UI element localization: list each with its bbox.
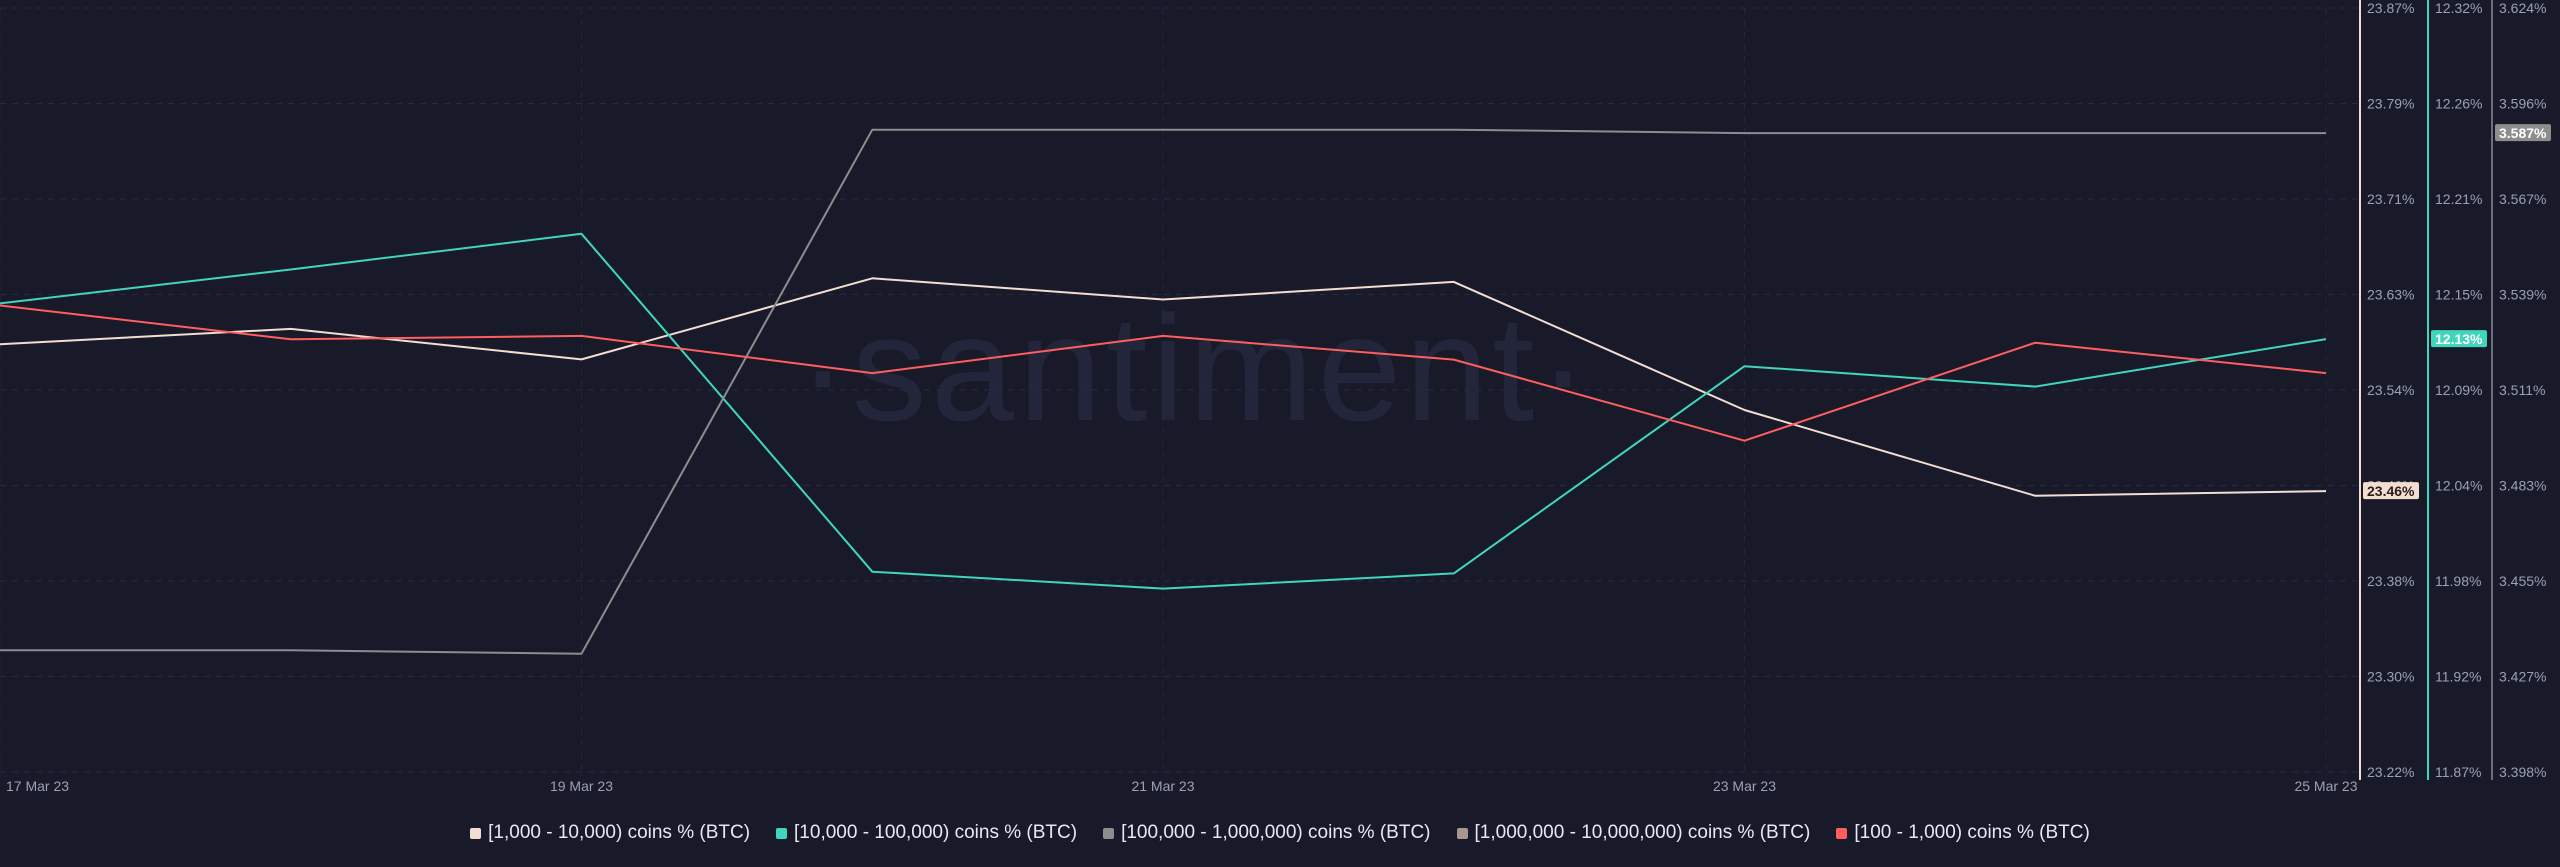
value-badge-a3 xyxy=(2495,124,2551,142)
y-tick-label-a3: 3.624% xyxy=(2499,0,2546,16)
value-badge-label-a1: 23.46% xyxy=(2367,483,2415,499)
legend-swatch xyxy=(470,827,482,839)
value-badge-label-a3: 3.587% xyxy=(2499,125,2547,141)
y-tick-label-a3: 3.483% xyxy=(2499,478,2546,494)
legend-swatch xyxy=(1103,827,1115,839)
y-tick-label-a2: 11.98% xyxy=(2435,573,2481,589)
legend-swatch xyxy=(1836,827,1848,839)
y-tick-label-a1: 23.30% xyxy=(2367,669,2414,685)
y-tick-label-a2: 12.09% xyxy=(2435,382,2482,398)
y-tick-label-a2: 12.15% xyxy=(2435,287,2482,303)
y-axes: 23.87% 23.79% 23.71% 23.63% 23.54% 23.46% 23.3… xyxy=(2359,0,2551,780)
y-tick-label-a2: 11.92% xyxy=(2435,669,2481,685)
watermark: ·santiment· xyxy=(798,284,1592,452)
legend-item-1000-10000[interactable]: [1,000 - 10,000) coins % (BTC) xyxy=(470,822,750,844)
legend-swatch xyxy=(776,827,788,839)
legend-label: [1,000 - 10,000) coins % (BTC) xyxy=(488,822,751,843)
x-axis: 17 Mar 23 19 Mar 23 21 Mar 23 23 Mar 23 25 M… xyxy=(6,778,2358,794)
value-badge-a2 xyxy=(2431,330,2487,348)
series-line-1 xyxy=(0,232,2327,590)
x-tick-label: 19 Mar 23 xyxy=(550,778,613,794)
legend-label: [10,000 - 100,000) coins % (BTC) xyxy=(794,822,1078,843)
y-tick-label-a3: 3.539% xyxy=(2499,287,2546,303)
legend: [1,000 - 10,000) coins % (BTC) [10,000 -… xyxy=(0,820,2560,846)
grid xyxy=(0,7,2360,773)
series-line-2 xyxy=(0,128,2326,655)
x-tick-label: 23 Mar 23 xyxy=(1713,778,1776,794)
y-tick-label-a1: 23.54% xyxy=(2367,382,2414,398)
legend-item-100000-1000000[interactable]: [100,000 - 1,000,000) coins % (BTC) xyxy=(1103,822,1431,844)
y-tick-label-a2: 12.32% xyxy=(2435,0,2482,16)
y-tick-label-a2: 12.04% xyxy=(2435,478,2482,494)
y-tick-label-a3: 3.398% xyxy=(2499,764,2546,780)
legend-label: [100,000 - 1,000,000) coins % (BTC) xyxy=(1121,822,1431,843)
y-tick-label-a3: 3.455% xyxy=(2499,573,2546,589)
y-tick-label-a1: 23.87% xyxy=(2367,0,2414,16)
legend-label: [1,000,000 - 10,000,000) coins % (BTC) xyxy=(1474,822,1811,843)
x-tick-label: 17 Mar 23 xyxy=(6,778,69,794)
y-tick-label-a3: 3.427% xyxy=(2499,669,2546,685)
legend-item-100-1000[interactable]: [100 - 1,000) coins % (BTC) xyxy=(1836,822,2090,844)
series-line-3 xyxy=(0,304,2327,442)
legend-swatch xyxy=(1456,827,1468,839)
y-tick-label-a2: 11.87% xyxy=(2435,764,2481,780)
y-tick-label-a2: 12.21% xyxy=(2435,191,2482,207)
y-tick-label-a3: 3.596% xyxy=(2499,96,2546,112)
legend-item-1000000-10000000[interactable]: [1,000,000 - 10,000,000) coins % (BTC) xyxy=(1456,822,1811,844)
y-tick-label-a3: 3.511% xyxy=(2499,382,2545,398)
value-badge-label-a2: 12.13% xyxy=(2435,331,2483,347)
x-tick-label: 21 Mar 23 xyxy=(1131,778,1194,794)
y-tick-label-a1: 23.79% xyxy=(2367,96,2414,112)
y-tick-label-a1: 23.71% xyxy=(2367,191,2414,207)
y-tick-label-a2: 12.26% xyxy=(2435,96,2482,112)
legend-item-10000-100000[interactable]: [10,000 - 100,000) coins % (BTC) xyxy=(776,822,1077,844)
y-tick-label-a1: 23.38% xyxy=(2367,573,2414,589)
y-tick-label-a1: 23.63% xyxy=(2367,287,2414,303)
legend-label: [100 - 1,000) coins % (BTC) xyxy=(1854,822,2090,843)
x-tick-label: 25 Mar 23 xyxy=(2294,778,2357,794)
value-badge-a1 xyxy=(2363,482,2419,500)
series-lines xyxy=(0,128,2327,655)
y-tick-label-a1: 23.22% xyxy=(2367,764,2414,780)
y-tick-label-a3: 3.567% xyxy=(2499,191,2546,207)
